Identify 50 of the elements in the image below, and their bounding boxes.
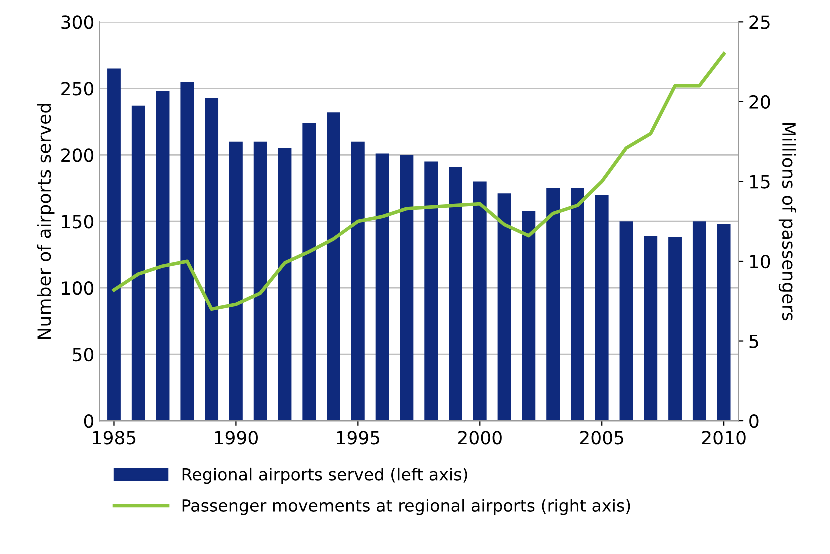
legend-label: Passenger movements at regional airports (right axis) xyxy=(182,499,630,516)
bar xyxy=(449,167,462,422)
bar xyxy=(400,155,414,422)
y-tick-label: 200 xyxy=(62,148,94,162)
bar xyxy=(180,82,194,422)
y2-tick-label: 20 xyxy=(750,95,770,110)
bar xyxy=(205,98,219,422)
bar xyxy=(595,195,609,422)
y-tick-label: 0 xyxy=(84,414,94,428)
y2-tick-label: 15 xyxy=(750,175,770,189)
x-tick-label: 1995 xyxy=(337,431,380,445)
y-tick-label: 250 xyxy=(62,82,94,96)
y2-tick-label: 5 xyxy=(750,334,758,348)
x-tick-label: 2005 xyxy=(580,431,624,445)
y-tick-label: 100 xyxy=(62,282,94,296)
bar xyxy=(717,224,731,422)
bar xyxy=(424,162,438,422)
bar xyxy=(546,188,560,422)
bar xyxy=(278,148,292,422)
bar xyxy=(473,182,487,422)
y-axis-title: Number of airports served xyxy=(37,104,55,339)
bar xyxy=(570,188,584,422)
bar xyxy=(376,154,390,422)
bar xyxy=(668,238,682,422)
bar xyxy=(229,142,243,422)
y-tick-label: 50 xyxy=(73,348,94,362)
legend-label: Regional airports served (left axis) xyxy=(182,468,468,484)
y2-tick-label: 10 xyxy=(750,254,770,269)
bar xyxy=(327,112,340,422)
y2-axis-title: Millions of passengers xyxy=(778,124,796,321)
bar xyxy=(644,236,658,422)
x-tick-label: 2010 xyxy=(702,431,746,445)
bar xyxy=(156,91,170,422)
y2-tick-label: 0 xyxy=(750,414,759,428)
bar xyxy=(522,210,536,422)
bar xyxy=(498,194,512,422)
x-tick-label: 1990 xyxy=(215,431,258,445)
bar xyxy=(620,222,634,422)
x-tick-label: 1985 xyxy=(93,431,136,445)
line-series xyxy=(112,52,726,312)
y-tick-label: 300 xyxy=(62,16,94,30)
x-tick-label: 2000 xyxy=(458,431,502,445)
bar xyxy=(692,222,706,422)
bar xyxy=(254,142,268,422)
bar xyxy=(351,142,365,422)
y-tick-label: 150 xyxy=(62,215,94,229)
bar xyxy=(302,123,316,422)
bar xyxy=(108,68,121,422)
bar xyxy=(132,106,146,422)
y2-tick-label: 25 xyxy=(750,16,770,30)
